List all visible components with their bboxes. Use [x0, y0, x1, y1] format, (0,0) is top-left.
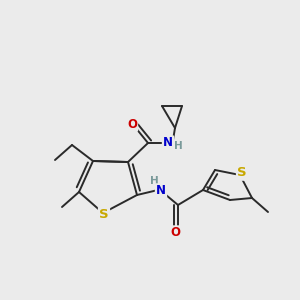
Text: O: O [127, 118, 137, 130]
Text: S: S [99, 208, 109, 220]
Text: N: N [163, 136, 173, 149]
Text: H: H [174, 141, 182, 151]
Text: H: H [150, 176, 158, 186]
Text: S: S [237, 167, 247, 179]
Text: N: N [156, 184, 166, 197]
Text: O: O [170, 226, 180, 239]
